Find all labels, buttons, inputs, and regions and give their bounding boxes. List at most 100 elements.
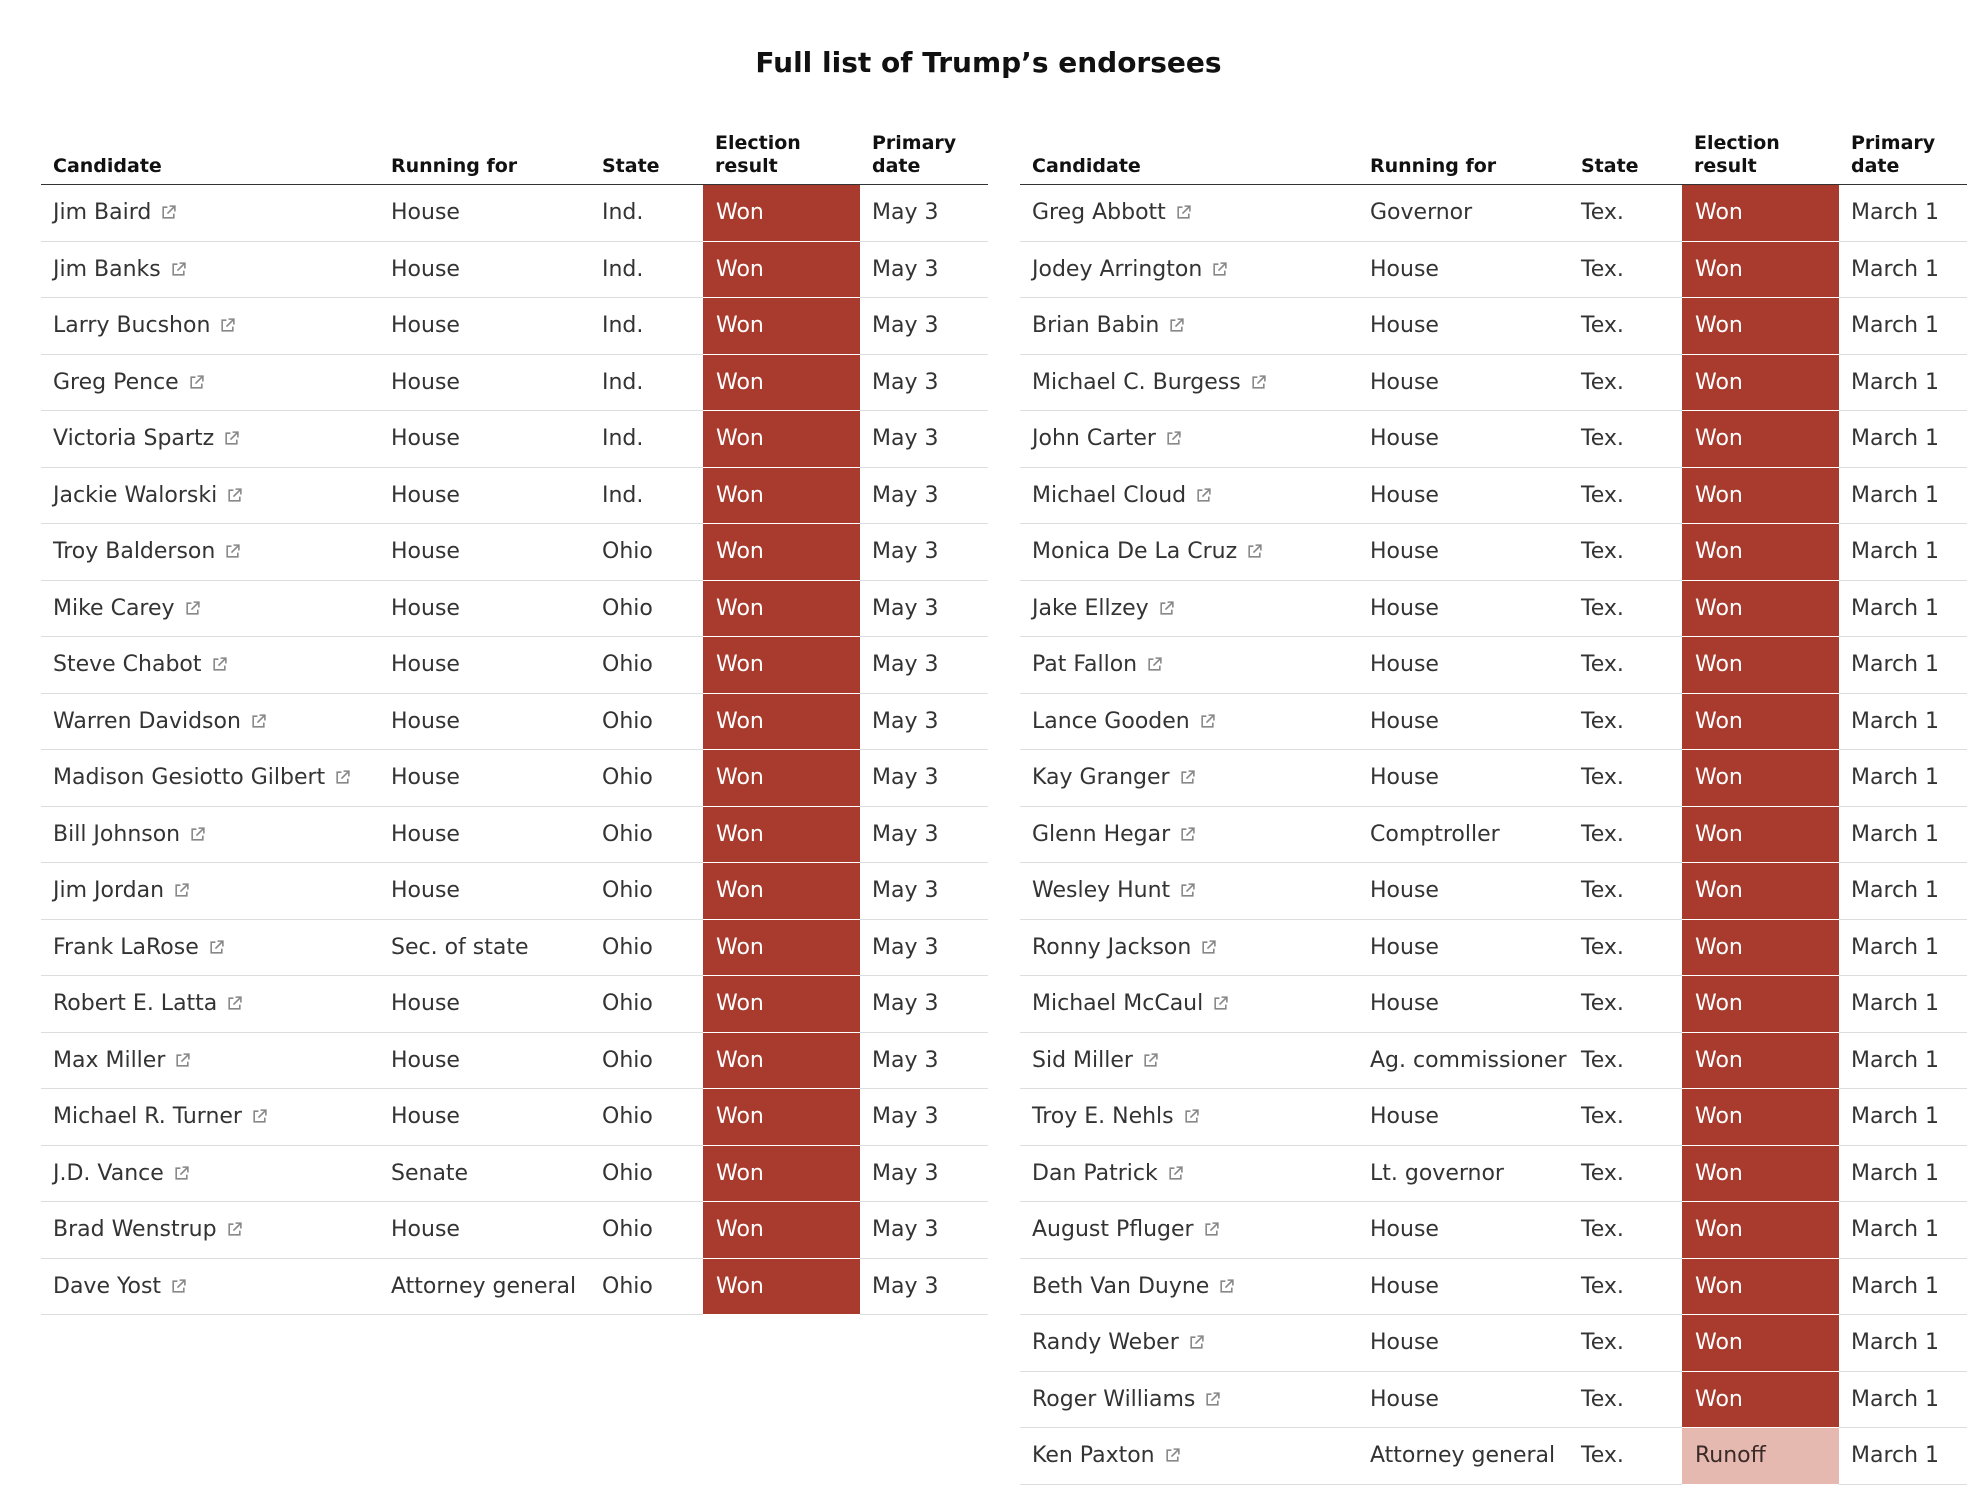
external-link-icon[interactable] <box>189 826 206 843</box>
external-link-icon[interactable] <box>226 1221 243 1238</box>
external-link-icon[interactable] <box>334 769 351 786</box>
external-link-icon[interactable] <box>1165 430 1182 447</box>
cell: March 1 <box>1839 411 1967 467</box>
external-link-icon[interactable] <box>219 317 236 334</box>
cell-text: Won <box>716 1160 764 1186</box>
cell: Tex. <box>1569 694 1682 750</box>
external-link-icon[interactable] <box>1146 656 1163 673</box>
external-link-icon[interactable] <box>1175 204 1192 221</box>
external-link-icon[interactable] <box>226 487 243 504</box>
cell: Won <box>703 863 860 920</box>
cell-text: March 1 <box>1851 1217 1940 1243</box>
external-link-icon[interactable] <box>1218 1278 1235 1295</box>
cell-text: May 3 <box>872 539 939 565</box>
cell-text: House <box>391 1047 460 1073</box>
cell: Glenn Hegar <box>1020 807 1358 863</box>
cell-text: May 3 <box>872 765 939 791</box>
external-link-icon[interactable] <box>188 374 205 391</box>
cell: Max Miller <box>41 1033 379 1089</box>
cell-text: House <box>391 426 460 452</box>
candidate-name: Dan Patrick <box>1032 1160 1158 1186</box>
cell: May 3 <box>860 411 988 467</box>
external-link-icon[interactable] <box>211 656 228 673</box>
cell: Ohio <box>590 1202 703 1258</box>
candidate-name: Victoria Spartz <box>53 426 215 452</box>
cell-text: Tex. <box>1581 482 1624 508</box>
table-row: John Carter House Tex. Won March 1 <box>1020 411 1967 468</box>
table-row: Glenn Hegar Comptroller Tex. Won March 1 <box>1020 806 1967 863</box>
cell: Tex. <box>1569 863 1682 919</box>
external-link-icon[interactable] <box>1164 1447 1181 1464</box>
cell-text: House <box>1370 539 1439 565</box>
cell-text: Tex. <box>1581 1160 1624 1186</box>
external-link-icon[interactable] <box>1188 1334 1205 1351</box>
external-link-icon[interactable] <box>226 995 243 1012</box>
external-link-icon[interactable] <box>1212 995 1229 1012</box>
external-link-icon[interactable] <box>1204 1391 1221 1408</box>
cell-text: House <box>391 256 460 282</box>
external-link-icon[interactable] <box>173 882 190 899</box>
external-link-icon[interactable] <box>170 1278 187 1295</box>
external-link-icon[interactable] <box>160 204 177 221</box>
cell: Won <box>703 354 860 411</box>
external-link-icon[interactable] <box>1195 487 1212 504</box>
column-header: Primary date <box>872 132 957 177</box>
external-link-icon[interactable] <box>208 939 225 956</box>
external-link-icon[interactable] <box>1179 882 1196 899</box>
table: Candidate Running for State Election result… <box>41 127 988 1315</box>
cell: Tex. <box>1569 1202 1682 1258</box>
external-link-icon[interactable] <box>1250 374 1267 391</box>
external-link-icon[interactable] <box>170 261 187 278</box>
cell: May 3 <box>860 694 988 750</box>
cell: Won <box>1682 524 1839 581</box>
external-link-icon[interactable] <box>1168 317 1185 334</box>
candidate-name: Troy Balderson <box>53 539 216 565</box>
external-link-icon[interactable] <box>250 713 267 730</box>
external-link-icon[interactable] <box>174 1052 191 1069</box>
external-link-icon[interactable] <box>1200 939 1217 956</box>
cell-text: May 3 <box>872 482 939 508</box>
cell-text: Tex. <box>1581 256 1624 282</box>
cell-text: Tex. <box>1581 652 1624 678</box>
external-link-icon[interactable] <box>1199 713 1216 730</box>
external-link-icon[interactable] <box>173 1165 190 1182</box>
external-link-icon[interactable] <box>1167 1165 1184 1182</box>
cell-text: May 3 <box>872 652 939 678</box>
candidate-name: Robert E. Latta <box>53 991 218 1017</box>
cell: House <box>1358 242 1569 298</box>
external-link-icon[interactable] <box>1179 826 1196 843</box>
table-row: Jake Ellzey House Tex. Won March 1 <box>1020 580 1967 637</box>
cell: Troy Balderson <box>41 524 379 580</box>
candidate-name: Steve Chabot <box>53 652 202 678</box>
cell: Ind. <box>590 355 703 411</box>
candidate-name: Michael McCaul <box>1032 991 1204 1017</box>
cell: Tex. <box>1569 1259 1682 1315</box>
external-link-icon[interactable] <box>1158 600 1175 617</box>
cell-text: Won <box>1695 200 1743 226</box>
external-link-icon[interactable] <box>224 543 241 560</box>
external-link-icon[interactable] <box>1246 543 1263 560</box>
external-link-icon[interactable] <box>1142 1052 1159 1069</box>
cell-text: House <box>1370 426 1439 452</box>
cell: Ohio <box>590 750 703 806</box>
candidate-name: Jackie Walorski <box>53 482 218 508</box>
table-row: Sid Miller Ag. commissioner Tex. Won March 1 <box>1020 1032 1967 1089</box>
external-link-icon[interactable] <box>223 430 240 447</box>
cell: Ind. <box>590 298 703 354</box>
external-link-icon[interactable] <box>1179 769 1196 786</box>
cell: Michael C. Burgess <box>1020 355 1358 411</box>
cell-text: Won <box>716 878 764 904</box>
cell-text: Tex. <box>1581 539 1624 565</box>
cell-text: March 1 <box>1851 708 1940 734</box>
cell: Brian Babin <box>1020 298 1358 354</box>
cell-text: Ohio <box>602 1273 653 1299</box>
cell-text: Tex. <box>1581 1047 1624 1073</box>
cell-text: May 3 <box>872 1217 939 1243</box>
external-link-icon[interactable] <box>184 600 201 617</box>
external-link-icon[interactable] <box>1183 1108 1200 1125</box>
external-link-icon[interactable] <box>1211 261 1228 278</box>
external-link-icon[interactable] <box>251 1108 268 1125</box>
cell-text: May 3 <box>872 1104 939 1130</box>
external-link-icon[interactable] <box>1203 1221 1220 1238</box>
cell: Ohio <box>590 1033 703 1089</box>
